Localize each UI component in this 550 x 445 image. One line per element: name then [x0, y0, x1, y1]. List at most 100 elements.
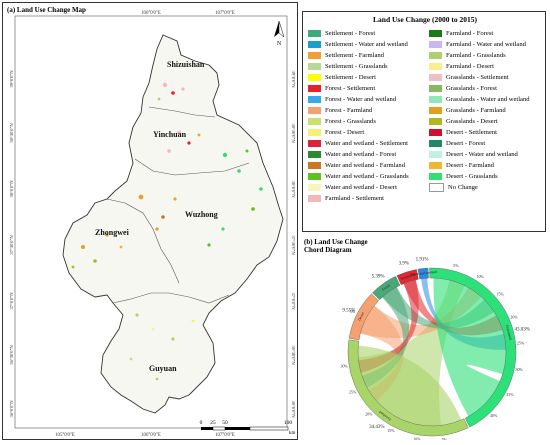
legend-item: Settlement - Farmland	[308, 50, 409, 61]
legend-item: Settlement - Water and wetland	[308, 39, 409, 50]
scale-tick: 25	[210, 420, 216, 426]
lat-label-right: 38°30'0"N	[291, 123, 296, 143]
legend-item: Desert - Water and wetland	[429, 149, 530, 160]
chord-segment-arc	[429, 267, 517, 428]
city-label-shizuishan: Shizuishan	[167, 60, 205, 69]
legend-swatch	[308, 118, 321, 125]
legend-label: Forest - Grasslands	[325, 118, 376, 125]
grasslands-tick-label: 15%	[497, 292, 505, 297]
legend-item: Water and wetland - Settlement	[308, 138, 409, 149]
legend-label: Settlement - Grasslands	[325, 63, 388, 70]
legend-item: Farmland - Water and wetland	[429, 39, 530, 50]
lat-label: 38°0'0"N	[9, 180, 14, 198]
city-label-guyuan: Guyuan	[149, 364, 177, 373]
legend-label: Desert - Farmland	[446, 162, 494, 169]
legend-swatch	[308, 52, 321, 59]
legend-label: Forest - Farmland	[325, 107, 373, 114]
lat-label: 37°30'0"N	[9, 235, 14, 255]
city-label-zhongwei: Zhongwei	[95, 228, 130, 237]
farmland-tick-label: 5%	[442, 437, 448, 440]
scale-tick: 100	[284, 420, 293, 426]
lon-label-bottom: 107°0'0"E	[215, 433, 235, 438]
legend-label: Water and wetland - Grasslands	[325, 173, 409, 180]
grasslands-tick-label: 30%	[515, 367, 523, 372]
chord-segment-arc	[347, 339, 469, 437]
chord-title-line2: Chord Diagram	[304, 246, 352, 254]
legend-item: Forest - Farmland	[308, 105, 409, 116]
grasslands-tick-label: 25%	[517, 340, 525, 345]
scale-tick: 0	[200, 420, 203, 426]
map-svg: 39°0'0"N 38°30'0"N 38°0'0"N 37°30'0"N 37…	[9, 11, 296, 438]
legend-swatch	[308, 129, 321, 136]
legend-swatch	[308, 63, 321, 70]
chord-segment-arc	[348, 293, 379, 341]
legend-swatch	[429, 129, 442, 136]
chord-segment-percent: 3.9%	[399, 262, 409, 267]
chord-segment-percent: 43.03%	[514, 327, 529, 332]
legend-item: No Change	[429, 182, 530, 193]
legend-swatch	[429, 63, 442, 70]
chord-segment-percent: 9.55%	[342, 308, 355, 313]
legend-label: Grasslands - Settlement	[446, 74, 509, 81]
legend-swatch	[429, 96, 442, 103]
legend-swatch	[429, 85, 442, 92]
legend-label: Forest - Water and wetland	[325, 96, 397, 103]
legend-label: Farmland - Desert	[446, 63, 494, 70]
chord-title: (b) Land Use Change Chord Diagram	[304, 238, 368, 254]
city-labels: Shizuishan Yinchuan Wuzhong Zhongwei Guy…	[95, 60, 218, 373]
legend-item: Forest - Water and wetland	[308, 94, 409, 105]
lat-label: 37°0'0"N	[9, 292, 14, 310]
legend-label: Farmland - Water and wetland	[446, 41, 526, 48]
legend-swatch	[308, 96, 321, 103]
grasslands-tick-label: 35%	[506, 392, 514, 397]
chord-segment-name: Farmland	[378, 410, 392, 422]
legend-label: Desert - Forest	[446, 140, 486, 147]
lat-label-right: 37°0'0"N	[291, 292, 296, 310]
farmland-tick-label: 10%	[413, 437, 421, 440]
boundary-shizuishan-yinchuan	[148, 106, 216, 118]
grasslands-tick-label: 10%	[477, 274, 485, 279]
chord-segment-percent: 1.91%	[416, 258, 429, 263]
farmland-tick-label: 15%	[387, 428, 395, 433]
legend-swatch	[429, 118, 442, 125]
city-label-yinchuan: Yinchuan	[153, 130, 187, 139]
legend-item: Farmland - Settlement	[308, 193, 409, 204]
legend-title: Land Use Change (2000 to 2015)	[373, 15, 477, 24]
legend-item: Settlement - Desert	[308, 72, 409, 83]
grasslands-tick-label: 20%	[510, 314, 518, 319]
legend-swatch	[429, 183, 444, 192]
legend-label: Grasslands - Desert	[446, 118, 498, 125]
lat-label-right: 36°0'0"N	[291, 400, 296, 418]
legend-item: Settlement - Grasslands	[308, 61, 409, 72]
legend-item: Water and wetland - Farmland	[308, 160, 409, 171]
legend-label: Desert - Water and wetland	[446, 151, 518, 158]
legend-item: Grasslands - Water and wetland	[429, 94, 530, 105]
latitude-labels: 39°0'0"N 38°30'0"N 38°0'0"N 37°30'0"N 37…	[9, 70, 14, 418]
legend-label: No Change	[448, 184, 478, 191]
lat-label-right: 36°30'0"N	[291, 345, 296, 365]
chord-segment-arc	[396, 269, 419, 286]
legend-label: Water and wetland - Desert	[325, 184, 397, 191]
legend-swatch	[308, 41, 321, 48]
legend-item: Farmland - Desert	[429, 61, 530, 72]
grasslands-tick-label: 40%	[490, 413, 498, 418]
chord-segment-arc	[372, 276, 401, 301]
land-use-change-map-panel: (a) Land Use Change Map	[2, 2, 298, 440]
legend-swatch	[308, 85, 321, 92]
legend-swatch	[308, 140, 321, 147]
legend-swatch	[308, 162, 321, 169]
legend-item: Desert - Farmland	[429, 160, 530, 171]
city-label-wuzhong: Wuzhong	[185, 210, 218, 219]
lat-label: 38°30'0"N	[9, 123, 14, 143]
legend-label: Grasslands - Water and wetland	[446, 96, 530, 103]
latitude-labels-right: 39°0'0"N 38°30'0"N 38°0'0"N 37°30'0"N 37…	[291, 70, 296, 418]
legend-label: Forest - Desert	[325, 129, 365, 136]
lat-label-right: 38°0'0"N	[291, 180, 296, 198]
chord-segment-arc	[417, 267, 429, 280]
boundary-zhongwei-wuzhong	[106, 198, 180, 284]
legend-item: Desert - Grasslands	[429, 171, 530, 182]
lon-label-top: 107°0'0"E	[215, 11, 235, 16]
legend-item: Grasslands - Farmland	[429, 105, 530, 116]
land-change-speckles	[71, 82, 263, 381]
lat-label: 36°30'0"N	[9, 345, 14, 365]
